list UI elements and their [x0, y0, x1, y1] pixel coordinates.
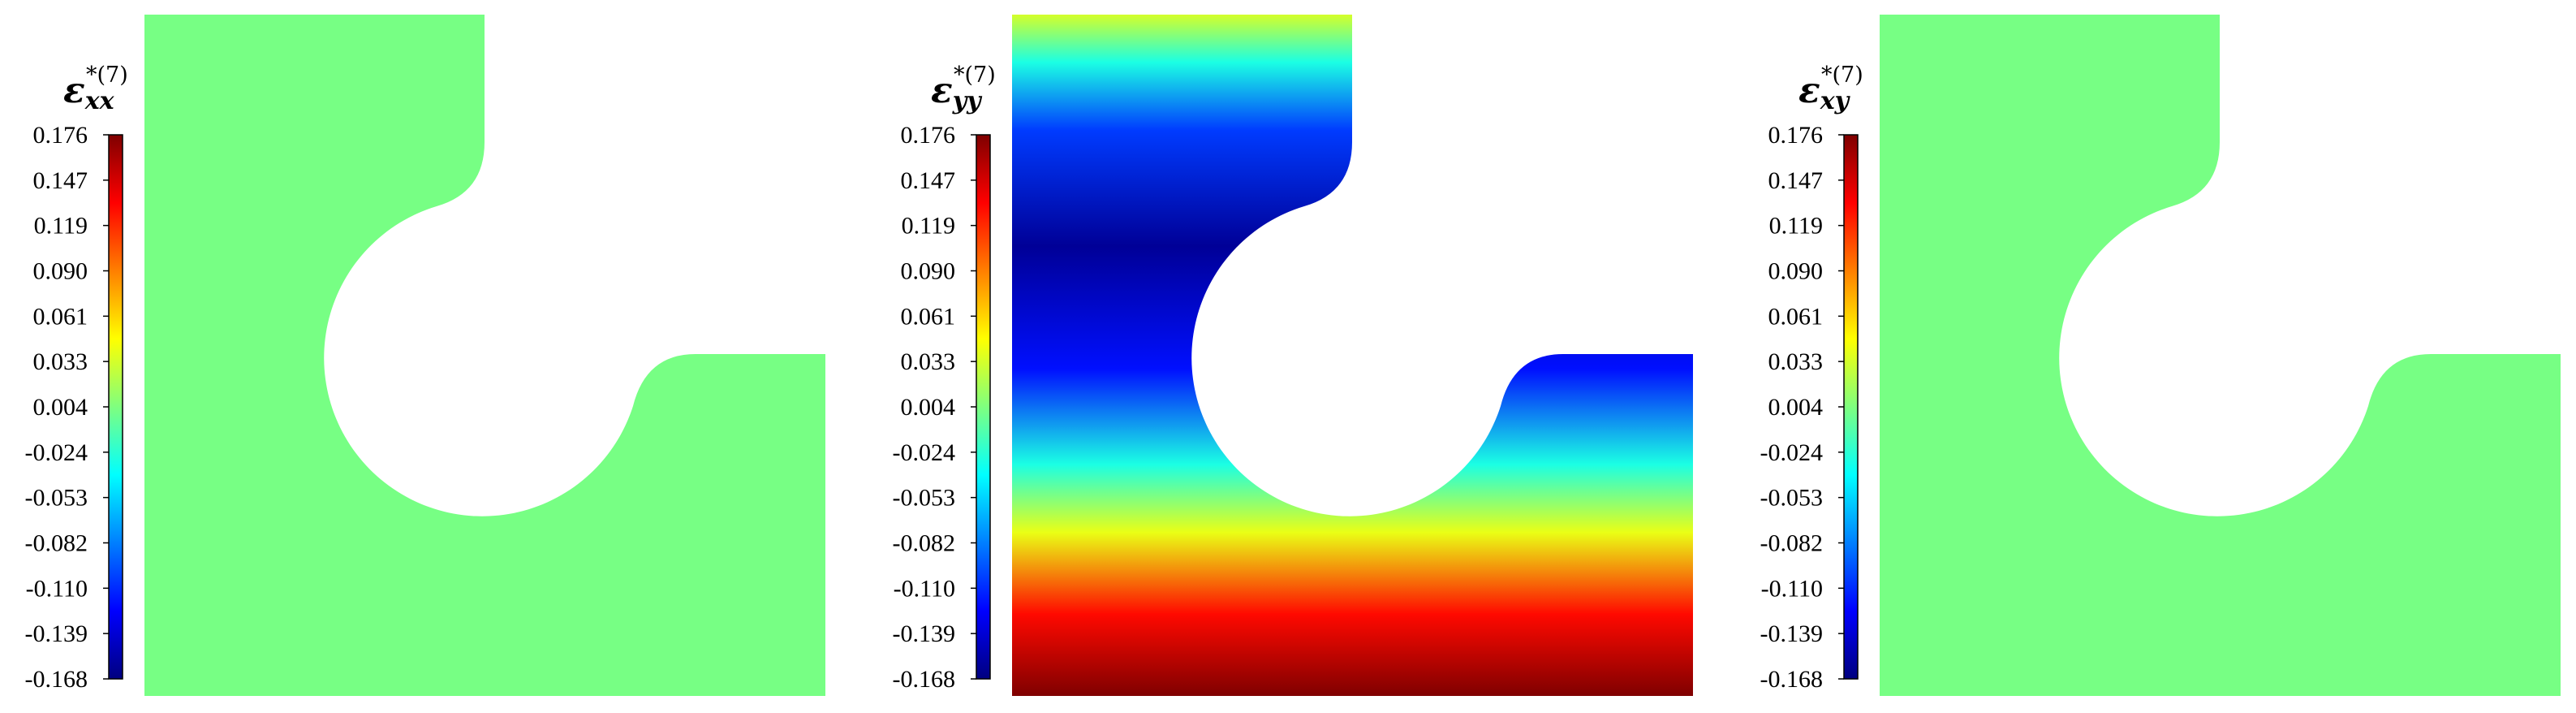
colorbar-tick-label: 0.119	[902, 213, 955, 240]
colorbar-tick-label: -0.168	[893, 666, 956, 693]
colorbar-tick-label: 0.004	[1768, 394, 1824, 421]
colorbar-tick-label: -0.053	[893, 485, 956, 512]
colorbar-tick-label: -0.053	[25, 485, 88, 512]
colorbar-tick-label: -0.168	[1760, 666, 1824, 693]
colorbar-tick-label: -0.024	[893, 439, 956, 466]
colorbar-tick-label: -0.139	[1760, 620, 1824, 647]
colorbar-tick-label: -0.024	[25, 439, 88, 466]
colorbar-tick-label: -0.110	[1761, 575, 1823, 602]
colorbar-tick-label: 0.147	[33, 167, 88, 194]
colorbar-tick-label: -0.139	[25, 620, 88, 647]
colorbar-tick-label: 0.004	[33, 394, 88, 421]
colorbar-tick-label: 0.033	[1768, 348, 1824, 375]
colorbar-title: εxy*(7)	[1798, 63, 1863, 115]
colorbar-tick-label: -0.110	[26, 575, 88, 602]
colorbar-tick-label: 0.033	[901, 348, 956, 375]
colorbar-tick-label: -0.082	[1760, 530, 1824, 557]
colorbar-tick-label: 0.176	[1768, 122, 1824, 149]
colorbar	[1843, 134, 1859, 680]
colorbar-tick-label: -0.110	[894, 575, 955, 602]
strain-field-xx	[144, 15, 825, 696]
colorbar	[108, 134, 123, 680]
panel-xx: 0.176 0.147 0.119 0.090 0.061 0.033 0.004 -0.02…	[25, 15, 825, 696]
colorbar-tick-label: -0.082	[893, 530, 956, 557]
colorbar-tick-label: 0.033	[33, 348, 88, 375]
colorbar-tick-label: 0.176	[33, 122, 88, 149]
colorbar-title: εyy*(7)	[931, 63, 996, 115]
colorbar-tick-label: 0.090	[1768, 258, 1824, 285]
strain-field-yy	[1012, 15, 1693, 696]
strain-field-xy	[1880, 15, 2561, 696]
colorbar	[976, 134, 991, 680]
colorbar-tick-label: -0.024	[1760, 439, 1824, 466]
colorbar-tick-label: -0.082	[25, 530, 88, 557]
colorbar-tick-label: 0.061	[901, 303, 956, 330]
colorbar-tick-label: 0.119	[34, 213, 88, 240]
panel-xy: 0.176 0.147 0.119 0.090 0.061 0.033 0.004 -0.02…	[1760, 15, 2561, 696]
colorbar-tick-label: 0.004	[901, 394, 956, 421]
colorbar-tick-label: 0.061	[1768, 303, 1824, 330]
colorbar-title: εxx*(7)	[63, 63, 128, 115]
colorbar-tick-label: 0.090	[901, 258, 956, 285]
panel-yy: 0.176 0.147 0.119 0.090 0.061 0.033 0.004 -0.02…	[893, 15, 1693, 696]
colorbar-tick-label: 0.147	[901, 167, 956, 194]
colorbar-tick-label: 0.061	[33, 303, 88, 330]
colorbar-tick-label: -0.139	[893, 620, 956, 647]
colorbar-tick-label: 0.090	[33, 258, 88, 285]
colorbar-tick-label: 0.119	[1769, 213, 1823, 240]
colorbar-tick-label: -0.168	[25, 666, 88, 693]
colorbar-tick-label: 0.176	[901, 122, 956, 149]
colorbar-tick-label: -0.053	[1760, 485, 1824, 512]
colorbar-tick-label: 0.147	[1768, 167, 1824, 194]
